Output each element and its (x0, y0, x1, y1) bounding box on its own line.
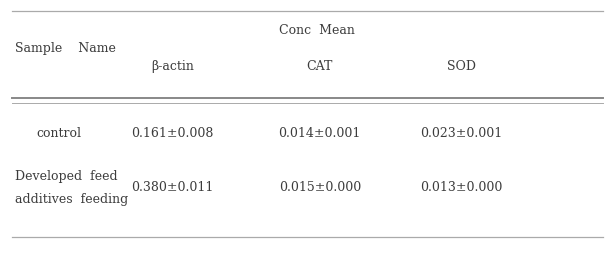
Text: CAT: CAT (307, 60, 333, 73)
Text: Conc  Mean: Conc Mean (279, 24, 355, 37)
Text: Developed  feed: Developed feed (15, 170, 118, 183)
Text: 0.380±0.011: 0.380±0.011 (131, 181, 213, 195)
Text: 0.015±0.000: 0.015±0.000 (279, 181, 361, 195)
Text: control: control (36, 127, 81, 140)
Text: 0.013±0.000: 0.013±0.000 (420, 181, 502, 195)
Text: 0.161±0.008: 0.161±0.008 (131, 127, 213, 140)
Text: additives  feeding: additives feeding (15, 193, 129, 206)
Text: β-actin: β-actin (151, 60, 194, 73)
Text: SOD: SOD (446, 60, 476, 73)
Text: Sample    Name: Sample Name (15, 42, 116, 55)
Text: 0.023±0.001: 0.023±0.001 (420, 127, 502, 140)
Text: 0.014±0.001: 0.014±0.001 (279, 127, 361, 140)
